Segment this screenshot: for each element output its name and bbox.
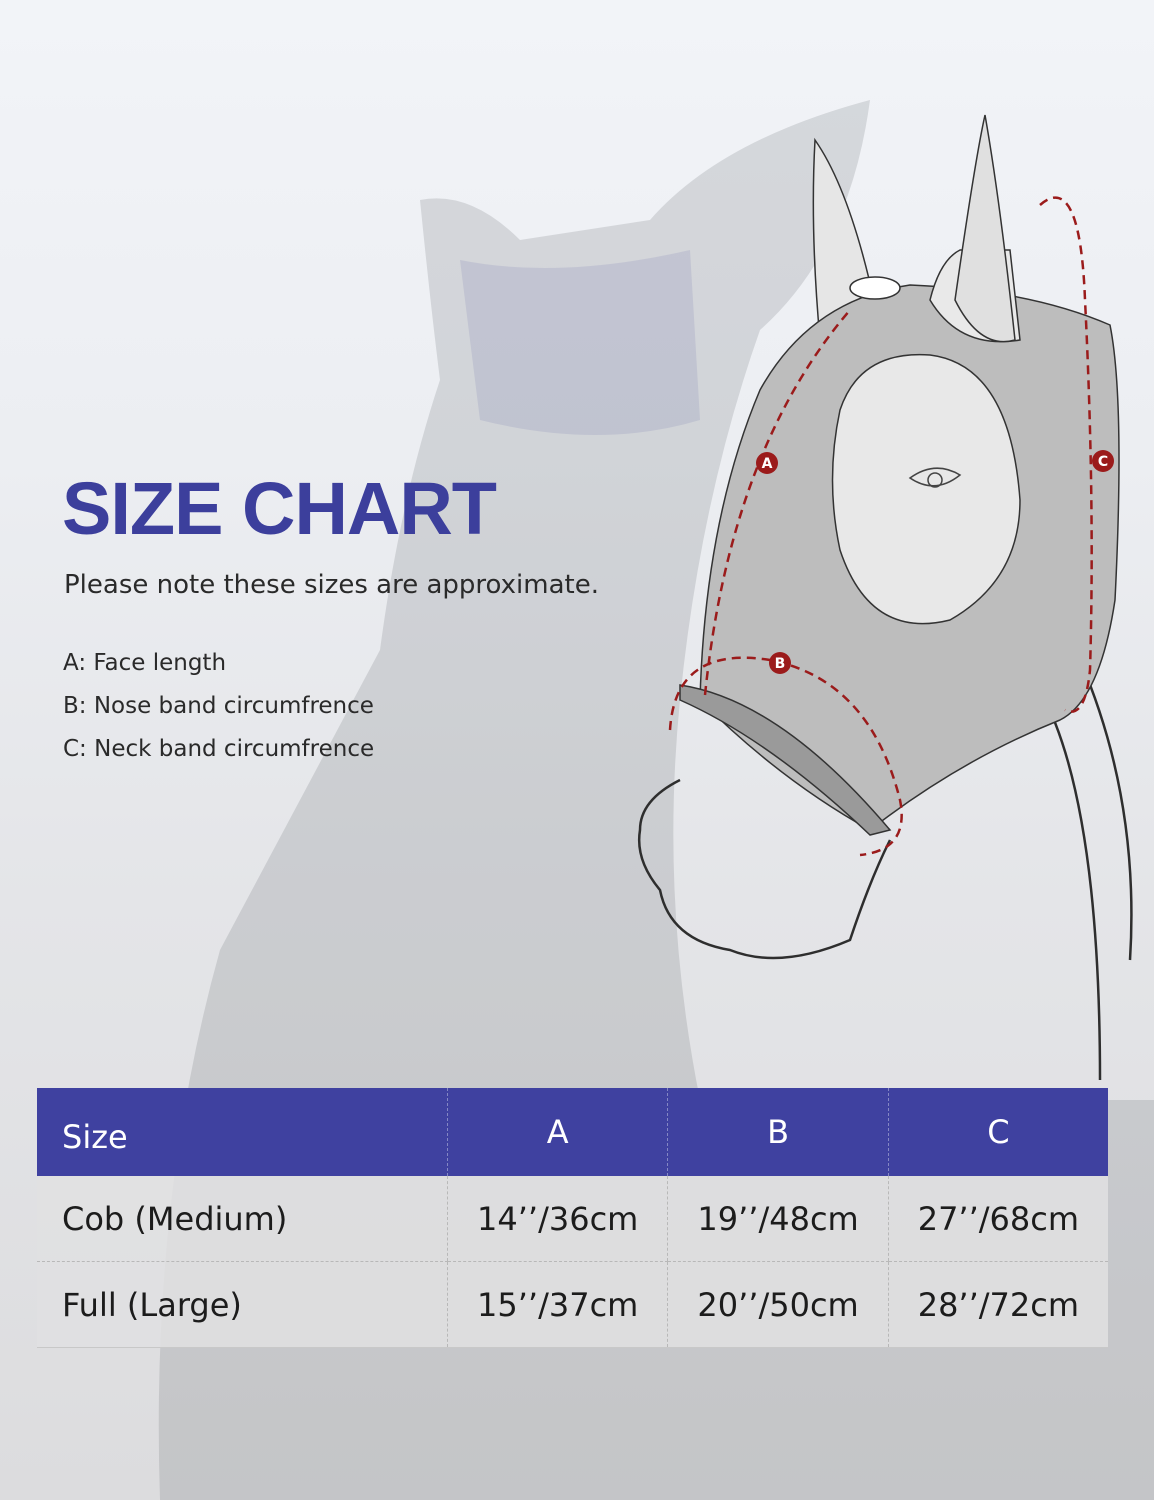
svg-text:C: C <box>1098 454 1108 470</box>
header-b: B <box>667 1088 889 1176</box>
eye-opening <box>831 353 1021 625</box>
svg-text:A: A <box>762 456 773 472</box>
cell-b: 20’’/50cm <box>667 1261 889 1348</box>
ear-right <box>954 114 1016 343</box>
marker-b: B <box>769 652 791 674</box>
header-size: Size <box>37 1088 448 1176</box>
cell-size: Cob (Medium) <box>37 1176 448 1262</box>
horse-neck-line <box>1038 689 1102 1081</box>
approximate-note: Please note these sizes are approximate. <box>64 570 599 600</box>
svg-text:B: B <box>775 656 786 672</box>
cell-a: 14’’/36cm <box>446 1176 668 1262</box>
measurement-legend: A: Face length B: Nose band circumfrence… <box>63 642 374 771</box>
legend-a: A: Face length <box>63 650 227 676</box>
marker-c: C <box>1092 450 1114 472</box>
fly-mask-diagram: A B C <box>638 114 1133 1081</box>
size-table: Size A B C Cob (Medium) 14’’/36cm 19’’/4… <box>37 1088 1108 1348</box>
marker-a: A <box>756 452 778 474</box>
cell-size: Full (Large) <box>37 1261 448 1348</box>
table-header-row: Size A B C <box>37 1088 1108 1176</box>
cell-a: 15’’/37cm <box>446 1261 668 1348</box>
nose-band <box>679 684 892 836</box>
header-c: C <box>887 1088 1108 1176</box>
cell-b: 19’’/48cm <box>667 1176 889 1262</box>
eye-icon <box>908 467 962 488</box>
cell-c: 27’’/68cm <box>887 1176 1108 1262</box>
page-title: SIZE CHART <box>62 467 497 550</box>
horse-muzzle <box>638 778 892 960</box>
legend-b: B: Nose band circumfrence <box>63 693 374 719</box>
table-row: Cob (Medium) 14’’/36cm 19’’/48cm 27’’/68… <box>37 1176 1108 1262</box>
measure-lines <box>668 196 1093 857</box>
cell-c: 28’’/72cm <box>887 1261 1108 1348</box>
header-a: A <box>446 1088 668 1176</box>
legend-c: C: Neck band circumfrence <box>63 736 375 762</box>
forelock-hole <box>849 276 901 300</box>
table-row: Full (Large) 15’’/37cm 20’’/50cm 28’’/72… <box>37 1261 1108 1348</box>
